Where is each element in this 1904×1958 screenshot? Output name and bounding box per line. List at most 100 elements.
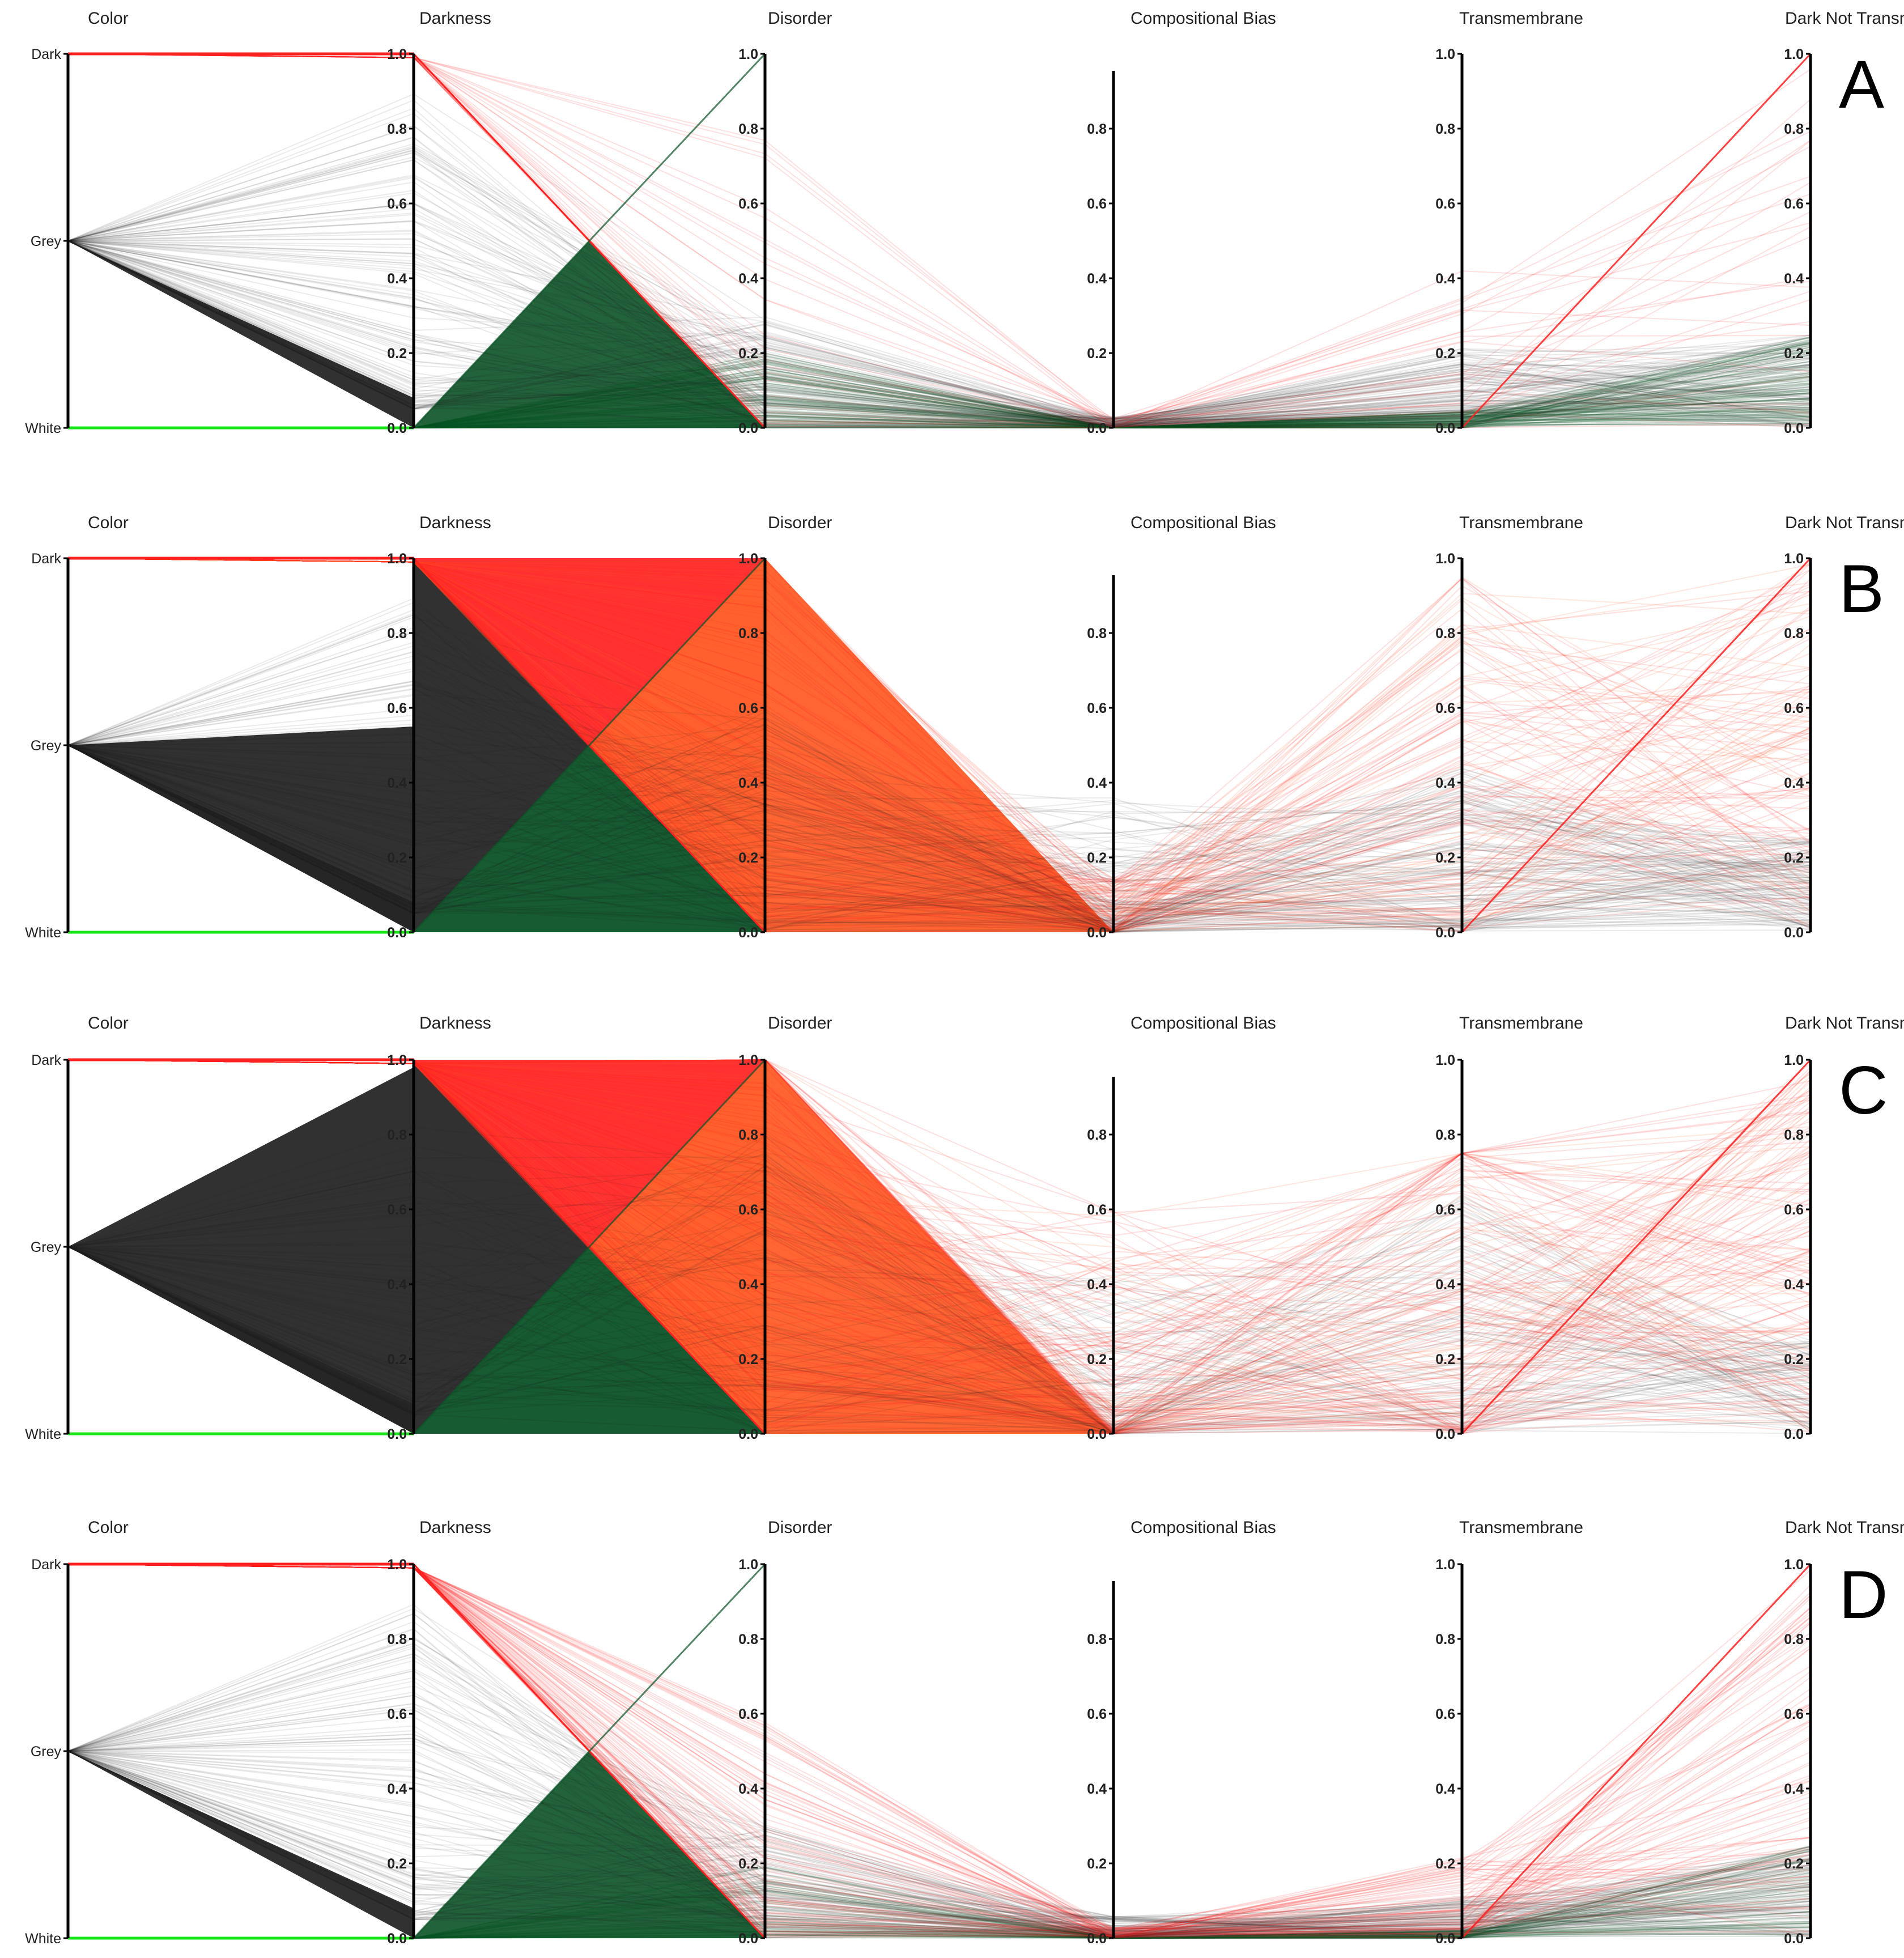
series-line-grey: [67, 1709, 1811, 1936]
series-line-grey: [67, 684, 1811, 912]
series-line-grey: [67, 240, 1811, 419]
series-line-dark: [67, 558, 1811, 906]
series-line-grey: [67, 240, 1811, 419]
series-line-grey: [67, 1751, 1811, 1935]
series-line-grey: [67, 1208, 1811, 1413]
series-line-dark: [67, 558, 1811, 933]
series-line-grey: [67, 745, 1811, 928]
series-line-grey: [67, 745, 1811, 932]
series-line-grey: [67, 1751, 1811, 1938]
series-line-dark: [67, 1059, 1811, 1416]
axis-compositional-bias: Compositional Bias 0.0 0.2 0.4 0.6 0.8: [1087, 1518, 1276, 1947]
white-fill-region: [414, 745, 765, 932]
series-line-dark: [67, 1564, 1811, 1939]
dark-fill-region: [414, 1060, 765, 1247]
series-line-dark: [67, 558, 1811, 925]
series-line-grey: [67, 1751, 1811, 1934]
axis-tick-label: 0.8: [1435, 1632, 1455, 1647]
series-line-dark: [67, 1564, 1811, 1939]
series-line-dark: [67, 558, 1811, 889]
series-line-dark: [67, 1564, 1811, 1937]
series-line-grey: [67, 220, 1811, 428]
series-line-grey: [67, 1246, 1811, 1413]
series-line-grey: [67, 240, 1811, 428]
series-line-dark: [67, 1059, 1811, 1432]
series-line-dark: [67, 1564, 1811, 1930]
series-line-grey: [67, 190, 1811, 429]
grey-fan-fill: [68, 241, 414, 428]
series-line-grey: [67, 99, 1811, 427]
series-line-grey: [67, 1169, 1811, 1407]
series-line-dark: [67, 1059, 1811, 1365]
series-line-grey: [67, 745, 1811, 914]
series-line-grey: [67, 240, 1811, 422]
series-line-dark: [67, 1059, 1811, 1433]
series-line-grey: [67, 240, 1811, 428]
panel-a: Color Dark Grey White Darkness 0.0 0.2 0.4 0.6 0.…: [25, 9, 1904, 436]
series-line-dark: [67, 558, 1811, 933]
axis-title: Transmembrane: [1459, 9, 1583, 28]
series-line-dark: [67, 558, 1811, 933]
series-line-grey: [67, 719, 1811, 929]
series-line-grey: [67, 1203, 1811, 1433]
series-line-dark: [67, 53, 1811, 428]
axis-title: Darkness: [419, 1518, 491, 1537]
axis-title: Disorder: [768, 1518, 832, 1537]
series-line-grey: [67, 745, 1811, 929]
series-line-grey: [67, 1246, 1811, 1417]
series-line-dark: [67, 1564, 1811, 1936]
series-line-dark: [67, 558, 1811, 933]
series-line-grey: [67, 1180, 1811, 1434]
series-line-dark: [67, 558, 1811, 916]
series-line-dark: [67, 1564, 1811, 1936]
axis-title: Color: [88, 513, 129, 532]
series-line-dark: [67, 1059, 1811, 1429]
series-line-grey: [67, 1230, 1811, 1431]
category-tick-label: White: [25, 421, 61, 436]
series-line-grey: [67, 1246, 1811, 1434]
series-line-grey: [67, 1154, 1811, 1387]
series-line-grey: [67, 1226, 1811, 1434]
series-line-grey: [67, 1751, 1811, 1935]
series-line-dark: [67, 1059, 1811, 1434]
series-line-grey: [67, 1734, 1811, 1939]
series-line-dark: [67, 558, 1811, 911]
series-line-dark: [67, 558, 1811, 933]
axis-tick-label: 0.6: [1087, 1202, 1107, 1218]
axis-tick-label: 0.4: [1087, 271, 1107, 287]
series-line-dark: [67, 558, 1811, 933]
series-line-grey: [67, 220, 1811, 424]
series-line-grey: [67, 1647, 1811, 1931]
series-line-grey: [67, 1751, 1811, 1926]
series-line-grey: [67, 1751, 1811, 1938]
series-line-grey: [67, 1751, 1811, 1939]
series-line-grey: [67, 745, 1811, 928]
axis-tick-label: 1.0: [738, 46, 758, 62]
axis-tick-label: 0.4: [1435, 1781, 1455, 1797]
series-line-dark: [67, 558, 1811, 924]
series-line-grey: [67, 1733, 1811, 1934]
series-line-grey: [67, 143, 1811, 427]
series-line-dark: [67, 53, 1811, 428]
series-line-grey: [67, 150, 1811, 418]
series-line-dark: [67, 1564, 1811, 1937]
series-line-grey: [67, 745, 1811, 933]
series-line-dark: [67, 558, 1811, 897]
series-line-grey: [67, 642, 1811, 933]
series-line-grey: [67, 240, 1811, 429]
series-line-grey: [67, 1246, 1811, 1416]
white-trend-line: [413, 557, 766, 933]
series-line-dark: [67, 1564, 1811, 1939]
axis-disorder: Disorder 0.0 0.2 0.4 0.6 0.8 1.0: [738, 1014, 832, 1442]
series-line-dark: [67, 1059, 1811, 1422]
series-line-grey: [67, 1751, 1811, 1938]
series-line-dark: [67, 1564, 1811, 1931]
series-line-grey: [67, 159, 1811, 427]
panel-label: B: [1839, 551, 1884, 627]
series-line-grey: [67, 125, 1811, 425]
series-line-grey: [67, 1751, 1811, 1924]
series-line-grey: [67, 1246, 1811, 1418]
series-line-grey: [67, 240, 1811, 427]
series-line-dark: [67, 1059, 1811, 1392]
series-line-dark: [67, 1059, 1811, 1430]
